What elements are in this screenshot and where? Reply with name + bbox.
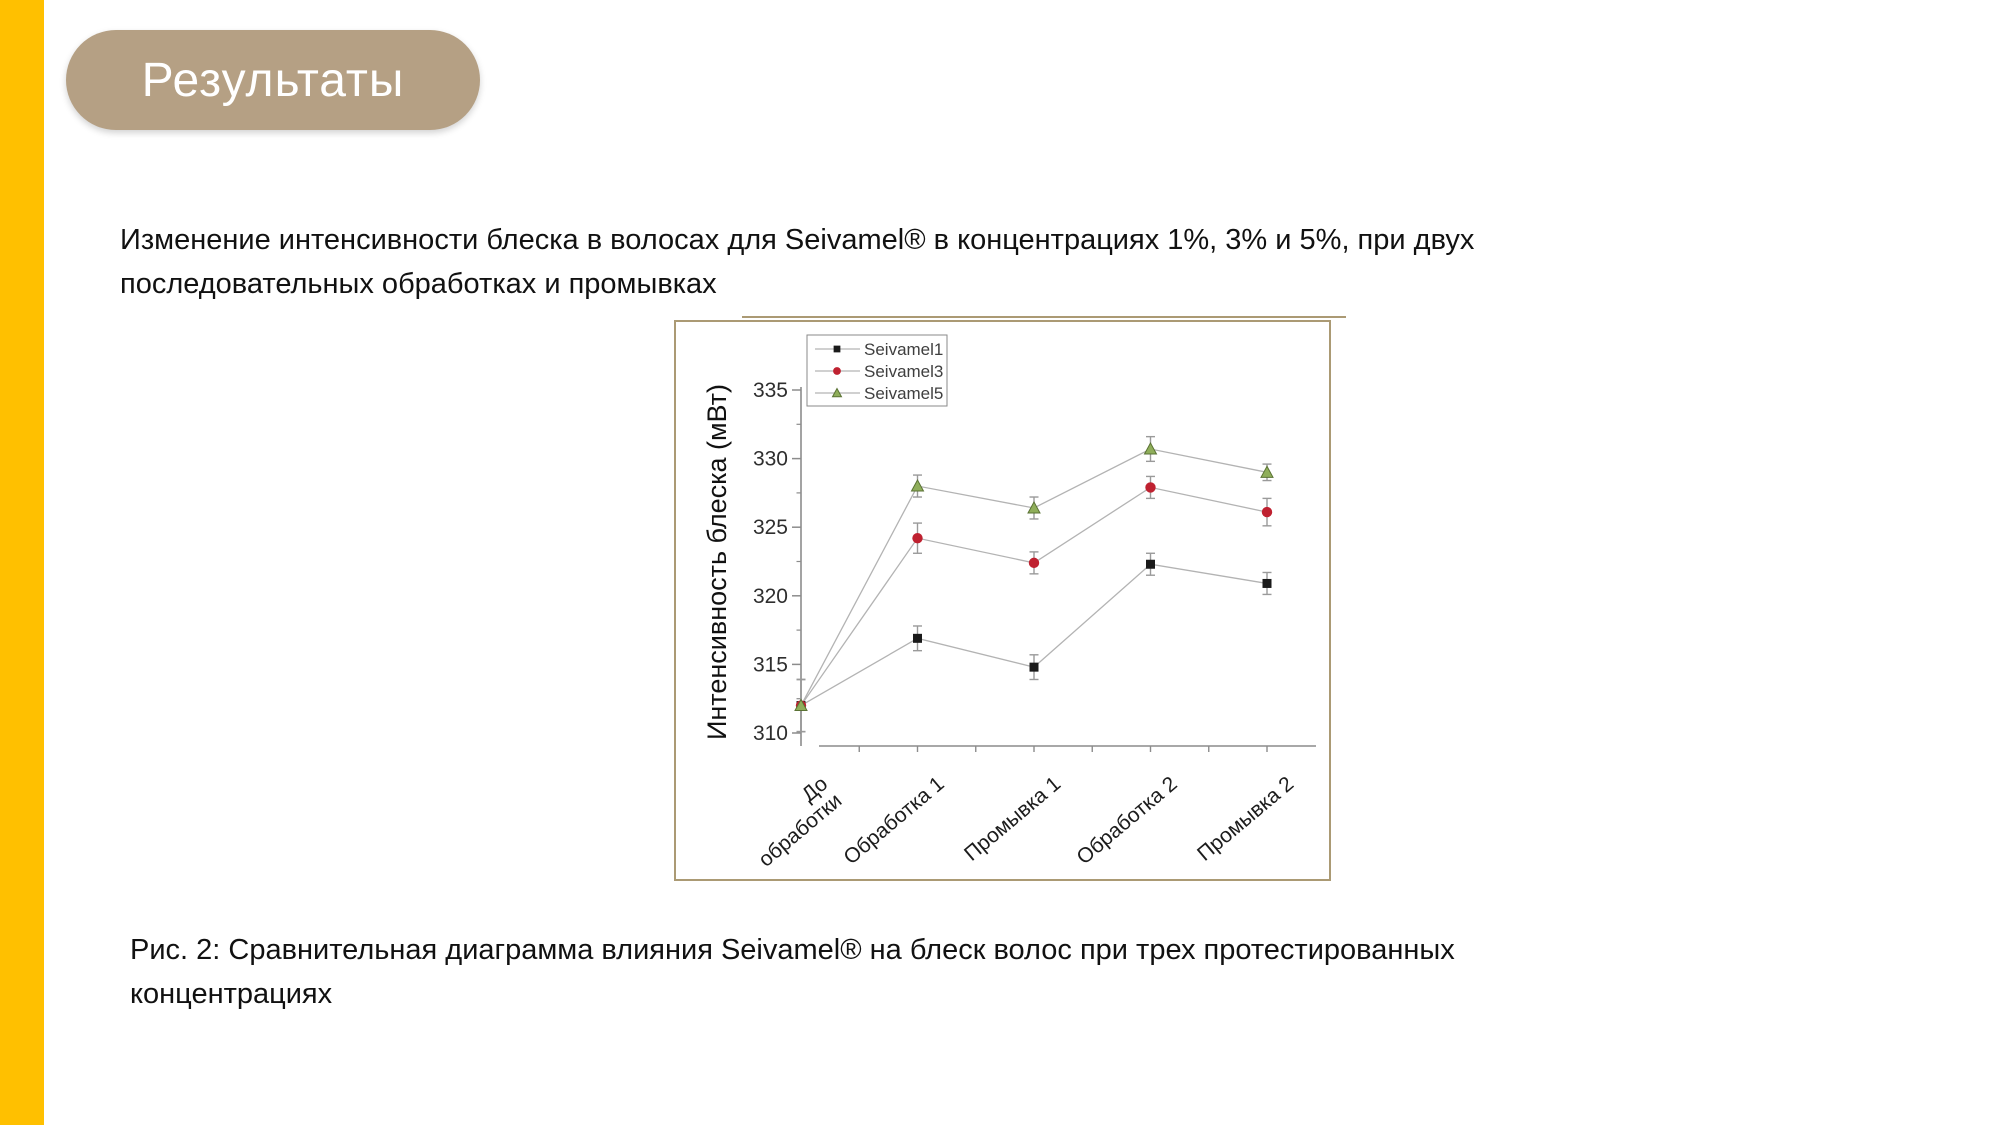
chart-frame-artifact-line (742, 316, 1346, 318)
body-text: Изменение интенсивности блеска в волосах… (120, 224, 1475, 300)
svg-text:315: 315 (753, 653, 788, 676)
svg-text:Промывка 1: Промывка 1 (960, 772, 1065, 865)
svg-text:Промывка 2: Промывка 2 (1193, 772, 1298, 865)
svg-text:Интенсивность блеска (мВт): Интенсивность блеска (мВт) (702, 384, 732, 740)
chart-figure: 310 315 320 325 330 335 Дообработки Обработка 1… (674, 320, 1331, 881)
svg-text:Обработка 1: Обработка 1 (839, 772, 948, 869)
svg-text:Seivamel5: Seivamel5 (864, 384, 943, 403)
svg-text:Seivamel3: Seivamel3 (864, 362, 943, 381)
svg-text:330: 330 (753, 448, 788, 471)
svg-text:Обработка 2: Обработка 2 (1072, 772, 1181, 869)
svg-text:320: 320 (753, 585, 788, 608)
svg-text:Дообработки: Дообработки (740, 772, 846, 871)
svg-text:335: 335 (753, 379, 788, 402)
figure-caption: Рис. 2: Сравнительная диаграмма влияния … (130, 934, 1455, 1010)
svg-text:Seivamel1: Seivamel1 (864, 340, 943, 359)
svg-text:310: 310 (753, 722, 788, 745)
slide-title-pill: Результаты (66, 30, 480, 130)
slide-title: Результаты (141, 53, 405, 107)
left-accent-bar (0, 0, 44, 1125)
svg-text:325: 325 (753, 516, 788, 539)
